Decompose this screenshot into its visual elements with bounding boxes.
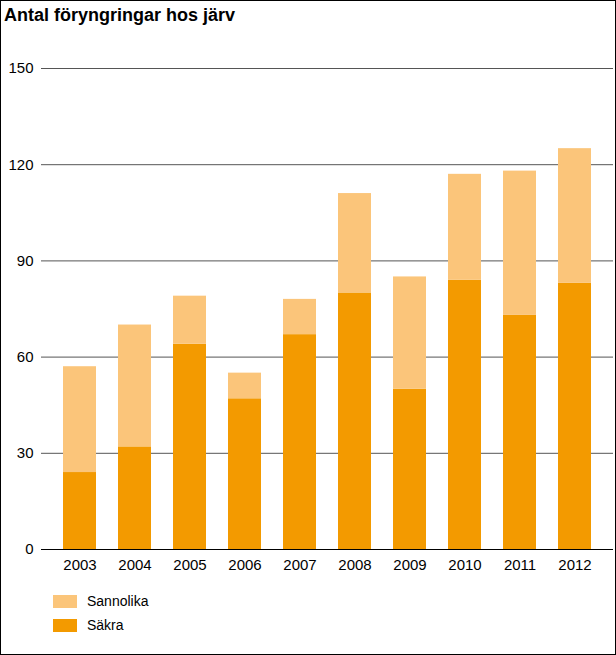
svg-text:2012: 2012 — [558, 556, 591, 573]
svg-text:2004: 2004 — [118, 556, 151, 573]
svg-text:2008: 2008 — [338, 556, 371, 573]
svg-text:2010: 2010 — [448, 556, 481, 573]
svg-text:2005: 2005 — [173, 556, 206, 573]
svg-text:2009: 2009 — [393, 556, 426, 573]
html-text:Antal föryngringar hos järv: Antal föryngringar hos järv — [4, 5, 235, 25]
html-text:Säkra: Säkra — [87, 617, 124, 633]
svg-text:2011: 2011 — [504, 556, 536, 573]
svg-text:120: 120 — [8, 156, 33, 173]
svg-text:2003: 2003 — [63, 556, 96, 573]
svg-text:0: 0 — [25, 540, 33, 557]
svg-text:90: 90 — [17, 252, 34, 269]
svg-text:30: 30 — [17, 444, 34, 461]
html-text:Sannolika: Sannolika — [87, 593, 149, 609]
svg-text:150: 150 — [8, 59, 33, 76]
svg-text:2006: 2006 — [228, 556, 261, 573]
svg-text:2007: 2007 — [283, 556, 316, 573]
svg-text:60: 60 — [17, 348, 34, 365]
